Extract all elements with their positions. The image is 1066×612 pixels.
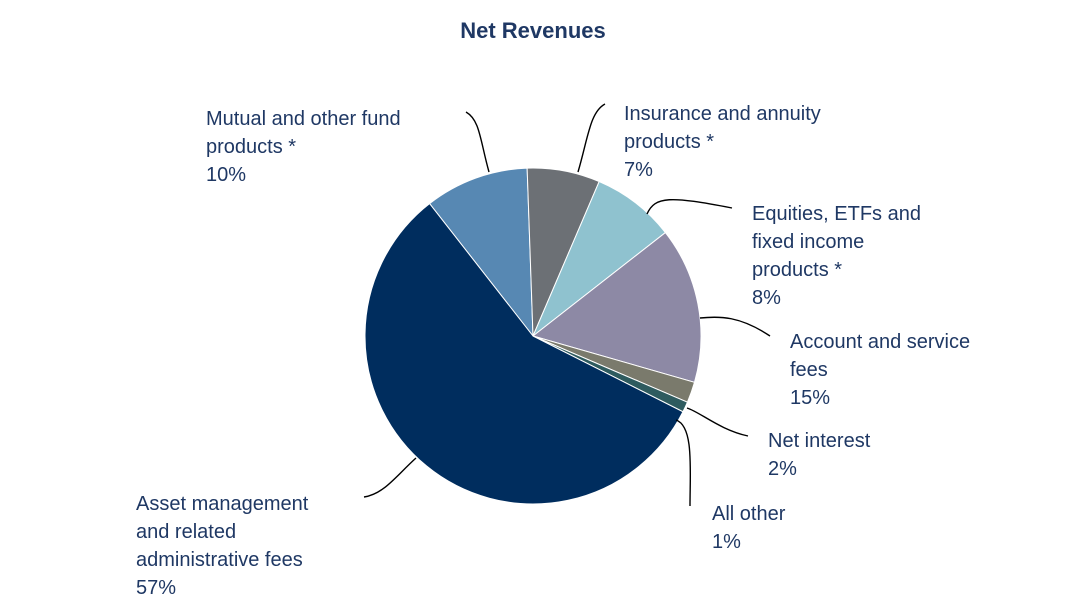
slice-label-line-equities: fixed income — [752, 231, 864, 253]
slice-label-netinterest: Net interest 2% — [768, 430, 871, 480]
slice-label-insurance: Insurance and annuity products * 7% — [624, 103, 821, 181]
slice-label-line-account: fees — [790, 359, 828, 381]
leader-line-netinterest — [686, 407, 749, 437]
slice-percent-netinterest: 2% — [768, 458, 797, 480]
slice-label-line-account: Account and service — [790, 331, 970, 353]
slice-label-line-equities: products * — [752, 259, 842, 281]
slice-percent-equities: 8% — [752, 287, 781, 309]
leader-lines — [363, 103, 771, 507]
slice-label-asset: Asset management and related administrativ… — [136, 493, 309, 599]
leader-line-equities — [646, 199, 733, 215]
pie-slice-account — [531, 231, 702, 383]
slice-label-line-equities: Equities, ETFs and — [752, 203, 921, 225]
slice-percent-asset: 57% — [136, 577, 176, 599]
slice-label-line-insurance: products * — [624, 131, 714, 153]
slice-percent-allother: 1% — [712, 531, 741, 553]
slice-percent-mutual: 10% — [206, 164, 246, 186]
leader-line-account — [699, 316, 771, 337]
pie-slices — [364, 167, 702, 505]
pie-slice-asset — [364, 202, 684, 505]
pie-slice-mutual — [428, 167, 534, 338]
leader-line-asset — [363, 457, 417, 498]
leader-line-insurance — [577, 103, 606, 173]
slice-label-equities: Equities, ETFs and fixed income products *… — [752, 203, 921, 309]
slice-label-line-mutual: products * — [206, 136, 296, 158]
slice-percent-account: 15% — [790, 387, 830, 409]
slice-label-line-asset: Asset management — [136, 493, 309, 515]
slice-label-account: Account and service fees 15% — [790, 331, 970, 409]
slice-label-line-allother: All other — [712, 503, 786, 525]
slice-label-line-asset: administrative fees — [136, 549, 303, 571]
slice-labels: Mutual and other fund products * 10% Insura… — [136, 103, 970, 599]
slice-label-mutual: Mutual and other fund products * 10% — [206, 108, 401, 186]
slice-label-allother: All other 1% — [712, 503, 786, 553]
slice-label-line-netinterest: Net interest — [768, 430, 871, 452]
slice-percent-insurance: 7% — [624, 159, 653, 181]
leader-line-allother — [675, 419, 692, 507]
slice-label-line-insurance: Insurance and annuity — [624, 103, 821, 125]
slice-label-line-mutual: Mutual and other fund — [206, 108, 401, 130]
leader-line-mutual — [465, 111, 490, 173]
chart-title: Net Revenues — [460, 18, 606, 43]
slice-label-line-asset: and related — [136, 521, 236, 543]
